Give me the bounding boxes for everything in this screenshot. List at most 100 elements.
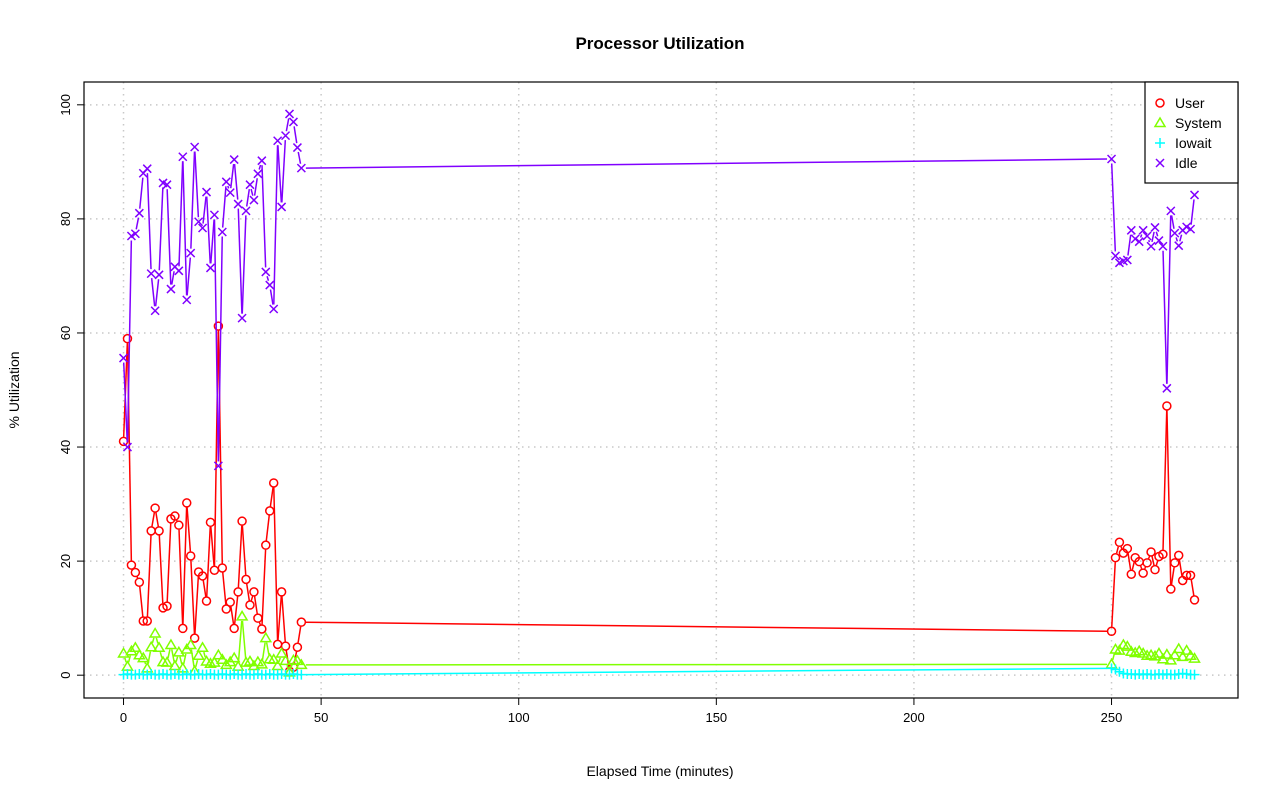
- user-segment: [262, 550, 266, 625]
- x-tick-label: 50: [314, 710, 328, 725]
- idle-segment: [207, 197, 210, 264]
- user-segment: [223, 572, 226, 604]
- user-point: [1147, 548, 1155, 556]
- idle-segment: [140, 178, 143, 209]
- idle-point: [1147, 242, 1155, 250]
- system-point: [237, 611, 247, 620]
- idle-point: [282, 132, 290, 140]
- user-segment: [238, 526, 241, 588]
- x-axis-label: Elapsed Time (minutes): [586, 763, 733, 779]
- user-point: [258, 625, 266, 633]
- idle-segment: [262, 165, 266, 267]
- system-segment: [204, 652, 205, 657]
- user-point: [1115, 538, 1123, 546]
- system-point: [198, 643, 208, 652]
- system-point: [150, 629, 160, 638]
- user-segment: [231, 607, 234, 624]
- user-point: [297, 618, 305, 626]
- idle-segment: [231, 164, 234, 188]
- user-point: [1175, 551, 1183, 559]
- idle-point: [222, 178, 230, 186]
- idle-point: [1151, 223, 1159, 231]
- idle-segment: [179, 161, 183, 266]
- user-segment: [1132, 562, 1134, 570]
- idle-point: [155, 271, 163, 279]
- user-segment: [1121, 547, 1122, 549]
- idle-point: [1131, 235, 1139, 243]
- user-point: [210, 566, 218, 574]
- idle-point: [293, 144, 301, 152]
- idle-segment: [1167, 215, 1171, 383]
- idle-segment: [187, 258, 190, 296]
- user-point: [266, 507, 274, 515]
- system-segment: [242, 621, 245, 658]
- idle-point: [210, 211, 218, 219]
- y-tick-label: 0: [58, 672, 73, 679]
- user-segment: [1156, 561, 1157, 566]
- user-point: [262, 541, 270, 549]
- idle-point: [175, 267, 183, 275]
- idle-point: [266, 281, 274, 289]
- idle-point: [238, 314, 246, 322]
- user-segment: [255, 596, 258, 613]
- user-point: [270, 479, 278, 487]
- user-point: [187, 552, 195, 560]
- idle-segment: [1176, 237, 1177, 241]
- x-tick-label: 200: [903, 710, 925, 725]
- user-segment: [1112, 562, 1115, 627]
- system-point: [261, 633, 271, 642]
- user-point: [226, 598, 234, 606]
- legend-label-iowait: Iowait: [1175, 135, 1212, 151]
- user-segment: [1141, 566, 1142, 569]
- idle-point: [1191, 191, 1199, 199]
- user-segment: [266, 515, 269, 540]
- idle-point: [123, 443, 131, 451]
- iowait-segment: [306, 668, 1107, 674]
- user-point: [1171, 559, 1179, 567]
- user-segment: [306, 622, 1107, 631]
- user-point: [293, 643, 301, 651]
- x-tick-label: 100: [508, 710, 530, 725]
- idle-segment: [251, 189, 253, 196]
- system-point: [154, 643, 164, 652]
- idle-point: [147, 270, 155, 278]
- idle-point: [234, 200, 242, 208]
- user-point: [131, 569, 139, 577]
- user-segment: [207, 527, 211, 597]
- y-tick-label: 60: [58, 326, 73, 340]
- user-segment: [1145, 567, 1146, 569]
- user-segment: [251, 596, 252, 601]
- user-segment: [1171, 567, 1174, 584]
- idle-segment: [1152, 232, 1154, 242]
- idle-segment: [191, 152, 195, 249]
- user-point: [1139, 569, 1147, 577]
- idle-segment: [282, 140, 285, 202]
- idle-segment: [294, 126, 297, 143]
- idle-segment: [152, 278, 155, 306]
- y-axis-label: % Utilization: [6, 351, 22, 428]
- idle-point: [246, 181, 254, 189]
- system-segment: [279, 658, 280, 662]
- system-segment: [156, 638, 158, 644]
- idle-segment: [278, 145, 281, 202]
- idle-point: [226, 189, 234, 197]
- y-tick-label: 20: [58, 554, 73, 568]
- system-segment: [238, 621, 241, 662]
- idle-segment: [306, 159, 1107, 168]
- system-segment: [196, 660, 198, 667]
- idle-point: [179, 153, 187, 161]
- idle-segment: [1180, 235, 1182, 242]
- user-point: [206, 518, 214, 526]
- idle-point: [151, 307, 159, 315]
- user-segment: [167, 523, 171, 601]
- idle-segment: [147, 173, 151, 269]
- system-segment: [180, 657, 182, 664]
- user-segment: [1167, 410, 1171, 584]
- system-segment: [152, 638, 153, 643]
- user-segment: [1117, 547, 1119, 554]
- x-tick-label: 250: [1101, 710, 1123, 725]
- user-point: [242, 575, 250, 583]
- idle-point: [191, 143, 199, 151]
- idle-segment: [259, 165, 260, 170]
- idle-segment: [211, 219, 214, 263]
